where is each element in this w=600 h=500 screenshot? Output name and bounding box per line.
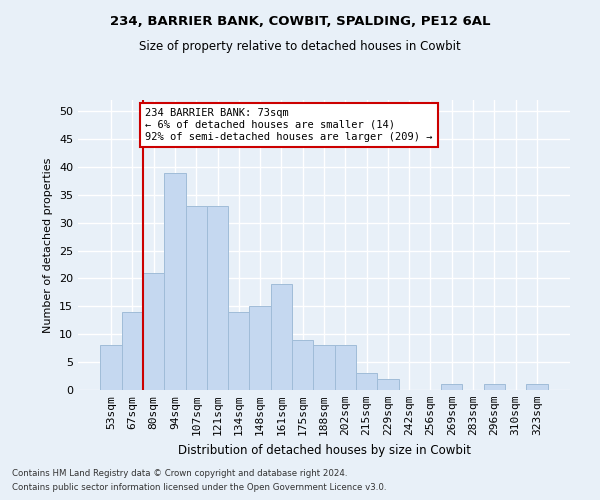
Bar bbox=[164, 172, 185, 390]
Text: Contains public sector information licensed under the Open Government Licence v3: Contains public sector information licen… bbox=[12, 484, 386, 492]
Y-axis label: Number of detached properties: Number of detached properties bbox=[43, 158, 53, 332]
Bar bbox=[484, 384, 505, 390]
Bar bbox=[271, 284, 292, 390]
Bar bbox=[250, 306, 271, 390]
Bar bbox=[335, 346, 356, 390]
Bar bbox=[228, 312, 250, 390]
Bar bbox=[526, 384, 548, 390]
Bar bbox=[313, 346, 335, 390]
Text: 234 BARRIER BANK: 73sqm
← 6% of detached houses are smaller (14)
92% of semi-det: 234 BARRIER BANK: 73sqm ← 6% of detached… bbox=[145, 108, 433, 142]
Bar bbox=[185, 206, 207, 390]
Text: Size of property relative to detached houses in Cowbit: Size of property relative to detached ho… bbox=[139, 40, 461, 53]
Bar bbox=[207, 206, 228, 390]
Bar bbox=[143, 273, 164, 390]
X-axis label: Distribution of detached houses by size in Cowbit: Distribution of detached houses by size … bbox=[178, 444, 470, 456]
Bar bbox=[100, 346, 122, 390]
Text: Contains HM Land Registry data © Crown copyright and database right 2024.: Contains HM Land Registry data © Crown c… bbox=[12, 468, 347, 477]
Text: 234, BARRIER BANK, COWBIT, SPALDING, PE12 6AL: 234, BARRIER BANK, COWBIT, SPALDING, PE1… bbox=[110, 15, 490, 28]
Bar bbox=[356, 374, 377, 390]
Bar bbox=[122, 312, 143, 390]
Bar bbox=[441, 384, 463, 390]
Bar bbox=[377, 379, 398, 390]
Bar bbox=[292, 340, 313, 390]
